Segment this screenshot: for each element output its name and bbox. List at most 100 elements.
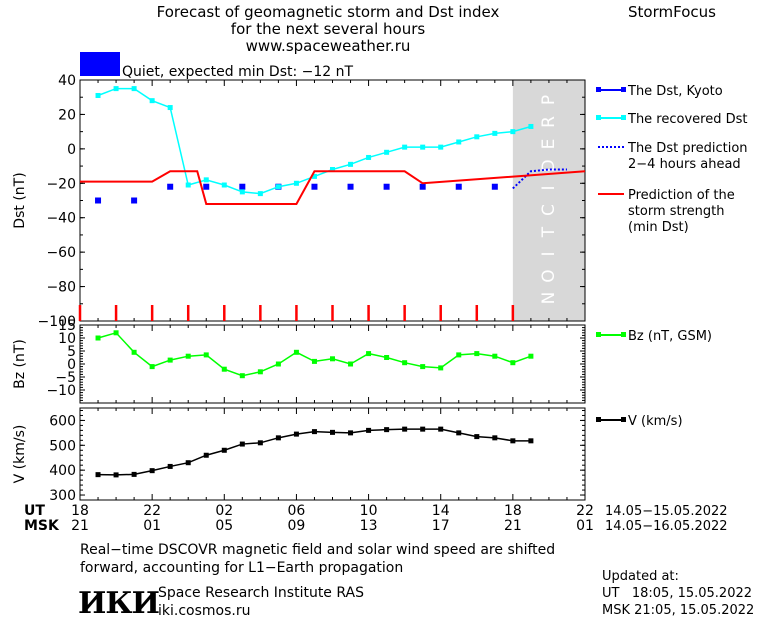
series-point-the-dst-kyoto	[203, 183, 210, 190]
series-point-the-recovered-dst	[492, 130, 498, 136]
panel-frame-v	[79, 407, 586, 501]
series-point-bz-nt-gsm-	[420, 364, 426, 370]
series-point-v-km-s-	[221, 447, 227, 453]
series-point-bz-nt-gsm-	[456, 352, 462, 358]
ut-tick-label: 18	[71, 503, 89, 519]
series-line-v-km-s-	[98, 428, 531, 476]
title-line-1: Forecast of geomagnetic storm and Dst in…	[156, 3, 500, 21]
prediction-letter: O	[539, 269, 559, 282]
series-point-the-recovered-dst	[293, 180, 299, 186]
legend-marker	[621, 115, 626, 120]
legend-marker	[621, 87, 626, 92]
y-tick-label: 10	[58, 331, 76, 347]
series-point-v-km-s-	[330, 429, 335, 435]
updated-msk: MSK 21:05, 15.05.2022	[602, 603, 755, 618]
series-point-bz-nt-gsm-	[474, 351, 480, 357]
series-point-v-km-s-	[185, 460, 191, 466]
series-point-the-recovered-dst	[330, 167, 335, 173]
series-point-the-recovered-dst	[95, 92, 101, 98]
series-point-the-dst-kyoto	[383, 183, 390, 190]
prediction-letter: I	[539, 251, 559, 256]
series-point-the-recovered-dst	[528, 123, 534, 129]
ut-tick-label: 10	[360, 503, 378, 519]
legend-entry: The Dst, Kyoto	[627, 84, 723, 99]
series-point-bz-nt-gsm-	[311, 358, 317, 364]
series-point-the-recovered-dst	[167, 105, 173, 111]
series-point-v-km-s-	[257, 440, 263, 446]
series-point-v-km-s-	[510, 438, 516, 444]
series-point-v-km-s-	[492, 435, 498, 441]
prediction-letter: I	[539, 185, 559, 190]
series-point-bz-nt-gsm-	[438, 365, 444, 371]
series-point-the-recovered-dst	[510, 129, 516, 135]
prediction-letter: D	[539, 159, 559, 172]
series-point-bz-nt-gsm-	[113, 330, 119, 336]
series-point-the-recovered-dst	[221, 182, 227, 188]
series-point-the-recovered-dst	[384, 149, 390, 155]
title-line-3: www.spaceweather.ru	[245, 37, 411, 55]
series-point-bz-nt-gsm-	[275, 361, 281, 367]
legend-entry: V (km/s)	[628, 414, 683, 429]
y-tick-label: 500	[49, 438, 76, 454]
ut-tick-label: 06	[288, 503, 306, 519]
series-point-the-dst-kyoto	[239, 183, 246, 190]
y-axis-label: Dst (nT)	[12, 172, 28, 228]
series-point-bz-nt-gsm-	[185, 353, 191, 359]
series-point-v-km-s-	[474, 434, 480, 440]
y-tick-label: 600	[49, 413, 76, 429]
panel-bz	[79, 324, 586, 404]
footer-note-line-2: forward, accounting for L1−Earth propaga…	[80, 560, 404, 576]
series-point-v-km-s-	[113, 472, 119, 478]
series-point-the-recovered-dst	[131, 86, 137, 92]
footer-note-line-1: Real−time DSCOVR magnetic field and sola…	[80, 542, 556, 558]
y-tick-label: −40	[46, 211, 76, 227]
msk-tick-label: 09	[288, 518, 306, 534]
series-point-v-km-s-	[438, 426, 444, 432]
y-tick-label: 0	[67, 357, 76, 373]
chart-title: Forecast of geomagnetic storm and Dst in…	[142, 4, 514, 55]
series-point-the-recovered-dst	[366, 154, 372, 160]
series-point-the-dst-kyoto	[167, 183, 174, 190]
series-point-bz-nt-gsm-	[492, 353, 498, 359]
series-point-v-km-s-	[384, 427, 390, 433]
series-point-the-recovered-dst	[185, 182, 191, 188]
series-line-prediction-of-the	[80, 170, 586, 205]
y-tick-label: 15	[58, 318, 76, 334]
ut-tick-label: 22	[143, 503, 161, 519]
y-axis-label: Bz (nT)	[12, 339, 28, 389]
series-point-the-dst-kyoto	[419, 183, 426, 190]
series-point-the-dst-kyoto	[455, 183, 462, 190]
panel-dst	[78, 79, 586, 322]
series-point-bz-nt-gsm-	[510, 360, 516, 366]
footer-note: Real−time DSCOVR magnetic field and sola…	[80, 541, 555, 577]
series-point-bz-nt-gsm-	[239, 373, 245, 379]
prediction-letter: C	[539, 204, 559, 216]
prediction-letter: T	[539, 226, 559, 238]
series-point-bz-nt-gsm-	[366, 351, 372, 357]
legend-marker	[596, 332, 601, 337]
series-point-the-recovered-dst	[402, 144, 408, 150]
y-tick-label: 20	[58, 107, 76, 123]
series-point-v-km-s-	[167, 463, 173, 469]
msk-date-range: 14.05−16.05.2022	[605, 519, 728, 534]
series-point-bz-nt-gsm-	[95, 335, 101, 341]
msk-label: MSK	[24, 518, 60, 534]
ut-date-range: 14.05−15.05.2022	[605, 504, 728, 519]
series-point-bz-nt-gsm-	[384, 355, 390, 360]
series-point-the-dst-kyoto	[95, 197, 102, 204]
series-point-v-km-s-	[348, 430, 354, 436]
series-point-the-recovered-dst	[275, 184, 281, 190]
iki-logo: ИКИ	[78, 586, 160, 621]
series-point-v-km-s-	[131, 471, 137, 477]
series-point-the-recovered-dst	[149, 98, 155, 104]
series-point-bz-nt-gsm-	[348, 361, 354, 367]
y-tick-label: 40	[58, 73, 76, 89]
legend-entry: The Dst prediction	[627, 141, 748, 156]
y-tick-label: 0	[67, 142, 76, 158]
legend-marker	[596, 87, 601, 92]
status-text: Quiet, expected min Dst: −12 nT	[122, 64, 354, 80]
legend-entry: Bz (nT, GSM)	[628, 329, 712, 344]
updated-label: Updated at:	[602, 569, 679, 584]
series-point-bz-nt-gsm-	[402, 360, 408, 366]
prediction-letter: P	[539, 95, 559, 105]
